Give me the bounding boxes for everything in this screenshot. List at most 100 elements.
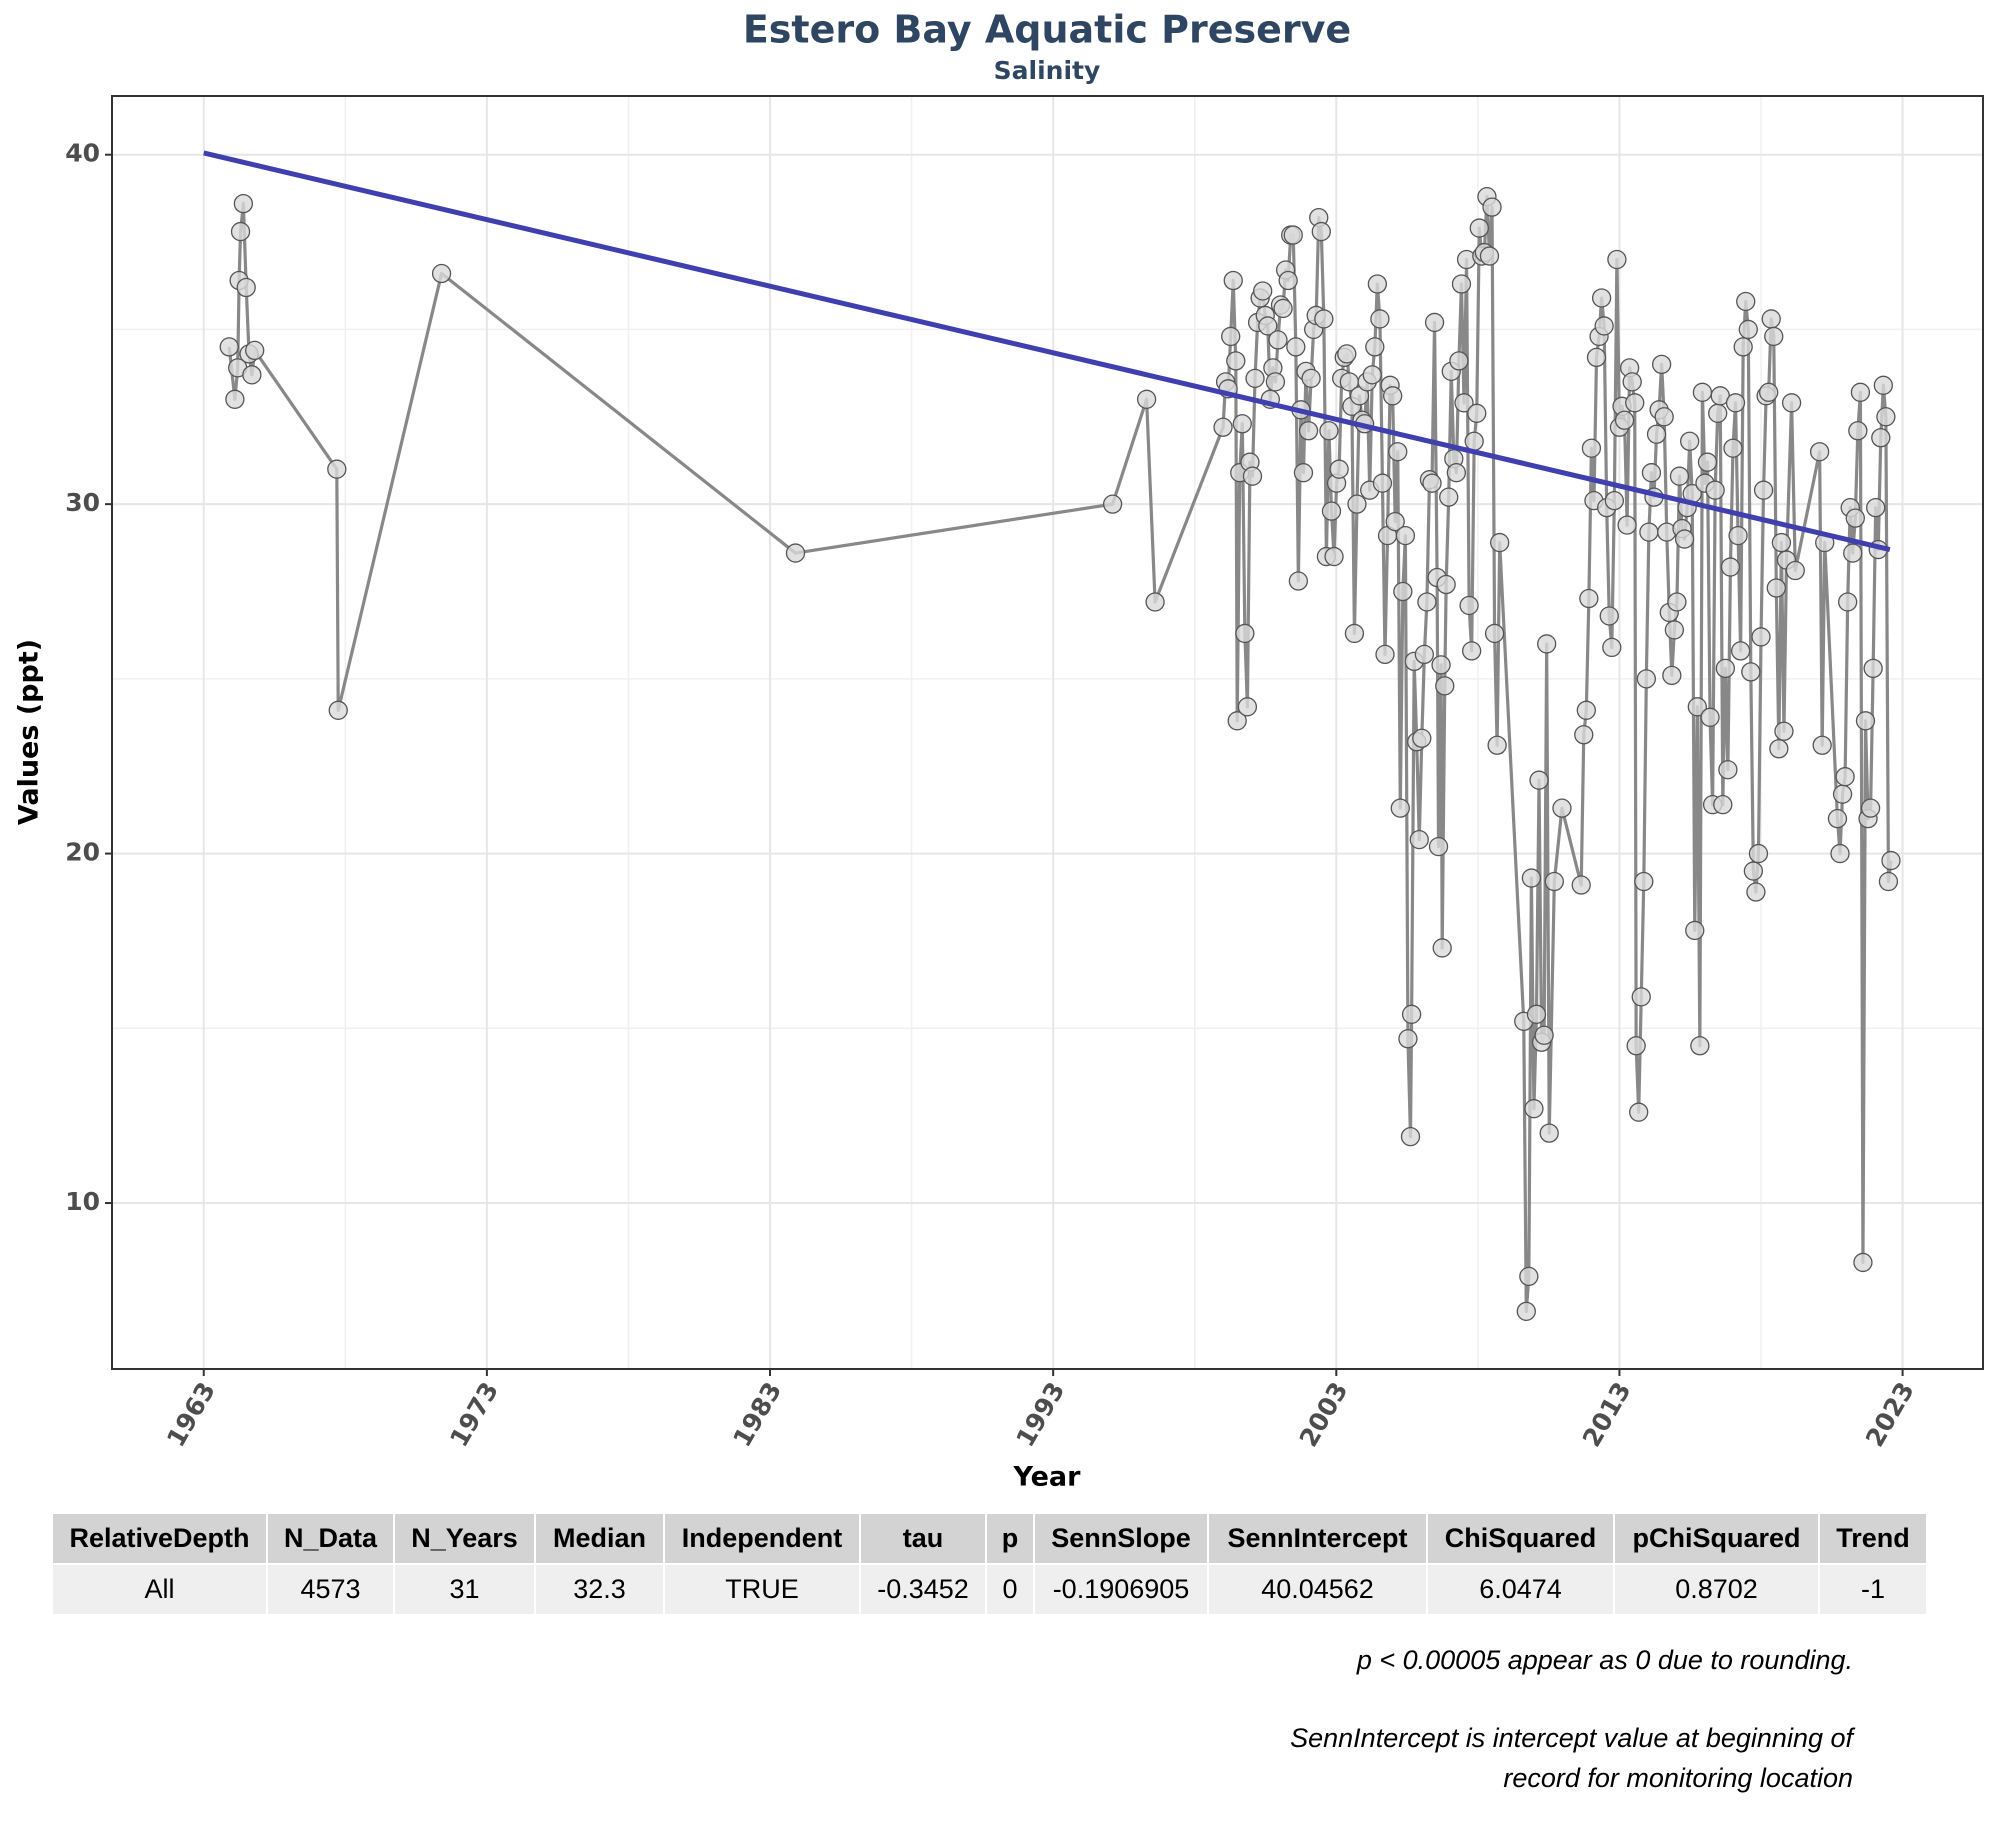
table-cell: 32.3 [534,1563,665,1616]
x-tick-label: 2003 [1294,1377,1354,1452]
data-point [785,543,806,563]
data-point [1881,850,1901,871]
column-header: SennIntercept [1207,1512,1428,1565]
data-point [1436,574,1456,595]
data-point [1258,316,1278,336]
data-point [1781,393,1802,413]
data-point [1723,438,1743,458]
column-header: tau [859,1512,987,1565]
data-point [1484,623,1505,644]
data-point [1625,393,1645,413]
data-point [1736,291,1756,312]
data-point [1855,711,1876,731]
data-point [1439,487,1459,507]
data-point [1265,372,1286,392]
data-point [1393,581,1413,602]
data-point [1876,407,1896,427]
data-point [1812,735,1832,755]
data-point [1237,697,1258,717]
data-point [1607,249,1627,270]
data-point [1614,410,1635,430]
data-point [1843,543,1863,563]
data-point [1278,270,1298,291]
data-point [1454,393,1474,413]
data-point [1539,1123,1559,1143]
column-header: N_Data [266,1512,395,1565]
data-point [245,340,265,361]
data-point [1730,641,1751,661]
data-point [1409,829,1429,850]
data-point [1524,1099,1544,1119]
data-point [1692,382,1713,402]
data-point [1136,389,1157,409]
data-point [1728,525,1748,546]
data-point [1235,623,1255,644]
data-point [1708,403,1728,423]
data-point [1845,508,1865,528]
data-point [1464,431,1484,451]
data-point [1319,421,1339,441]
column-header: N_Years [393,1512,536,1565]
data-point [1705,480,1725,500]
data-point [1365,337,1385,357]
data-point [1629,1102,1649,1122]
data-point [1388,442,1408,462]
data-point [1401,1004,1422,1024]
data-point [1390,798,1410,818]
data-point [1253,281,1273,301]
data-point [1591,288,1612,308]
data-point [1321,501,1342,521]
data-point [1850,382,1871,402]
data-point [1145,592,1165,612]
data-point [1362,365,1382,385]
table-cell: 31 [393,1563,536,1616]
data-point [1288,571,1309,591]
data-point [1720,557,1741,577]
data-point [1286,337,1306,357]
data-point [1574,725,1594,745]
data-point [1298,421,1319,441]
x-tick-label: 1973 [444,1377,504,1452]
data-point [1232,414,1252,434]
data-point [1853,1252,1873,1273]
table-cell: All [51,1563,268,1616]
data-point [1432,938,1452,958]
data-point [1838,592,1858,612]
data-point [1449,351,1469,371]
column-header: Trend [1818,1512,1928,1565]
data-point [1461,641,1482,661]
data-point [1738,319,1758,340]
plot-border [111,95,1984,1370]
data-point [1634,871,1654,892]
data-point [236,277,256,298]
data-point [1422,473,1442,493]
data-point [1469,218,1489,238]
data-point [1242,466,1263,486]
data-point [1674,529,1695,549]
data-point [1428,836,1449,857]
data-point [1860,798,1881,818]
chart-subtitle: Salinity [994,56,1101,85]
data-point [1102,494,1123,514]
y-tick-label: 20 [65,838,100,867]
data-point [1878,871,1899,892]
table-header-row: RelativeDepth N_Data N_Years Median Independ… [51,1512,1928,1565]
data-point [1311,221,1331,242]
data-point [1873,375,1893,395]
data-point [327,459,347,479]
data-point [1314,309,1334,329]
data-point [1579,588,1599,609]
column-header: pChiSquared [1613,1512,1820,1565]
data-point [1631,987,1651,1007]
table-cell: -1 [1818,1563,1928,1616]
chart-title: Estero Bay Aquatic Preserve [743,8,1351,52]
y-axis-title: Values (ppt) [14,639,45,825]
data-point [431,263,452,284]
data-point [1459,595,1479,616]
data-point [1487,735,1507,755]
data-point [1370,309,1390,329]
data-point [1654,407,1674,427]
data-point [1400,1126,1421,1147]
data-point [1651,354,1672,375]
